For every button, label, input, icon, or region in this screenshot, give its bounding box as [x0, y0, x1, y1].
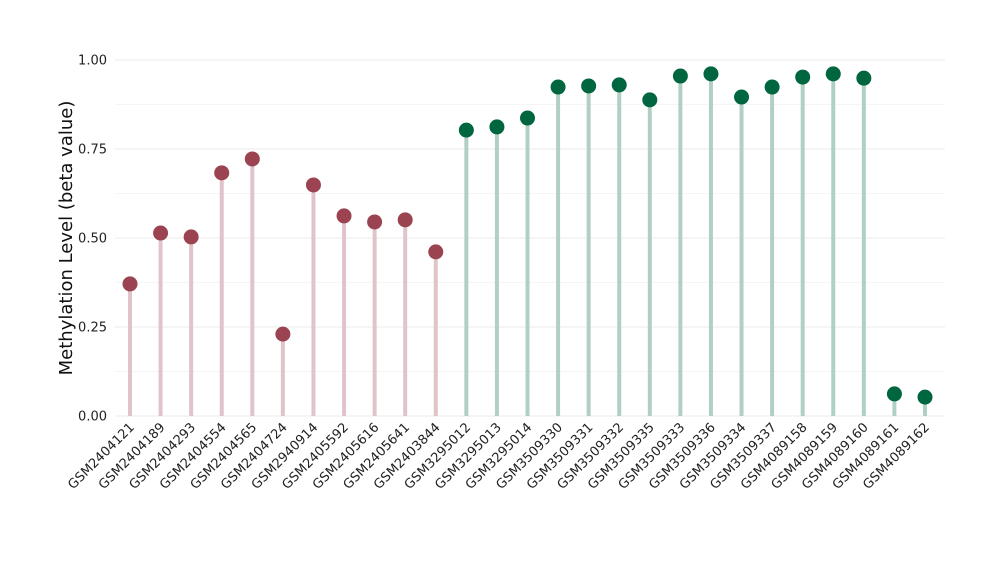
lollipop-point [214, 165, 230, 181]
lollipop-point [183, 229, 199, 245]
lollipop-point [642, 92, 658, 108]
lollipop-point [825, 66, 841, 82]
lollipop-point [734, 89, 750, 105]
lollipop-point [153, 225, 169, 241]
y-tick-label: 0.75 [78, 143, 107, 158]
lollipop-point [244, 151, 260, 167]
lollipop-point [367, 214, 383, 230]
y-tick-label: 0.50 [78, 232, 107, 247]
lollipop-point [305, 177, 321, 193]
lollipop-point [122, 276, 138, 292]
lollipop-point [917, 389, 933, 405]
data-marks [122, 66, 933, 416]
lollipop-point [611, 77, 627, 93]
y-tick-label: 1.00 [78, 54, 107, 69]
lollipop-point [856, 70, 872, 86]
lollipop-point [458, 122, 474, 138]
lollipop-point [336, 208, 352, 224]
lollipop-point [489, 119, 505, 135]
lollipop-point [550, 79, 566, 95]
lollipop-point [672, 68, 688, 84]
lollipop-point [703, 66, 719, 82]
lollipop-point [397, 212, 413, 228]
y-axis-ticks: 0.00 0.25 0.50 0.75 1.00 [78, 54, 107, 425]
lollipop-point [764, 79, 780, 95]
y-axis-label: Methylation Level (beta value) [56, 101, 77, 376]
lollipop-point [520, 110, 535, 126]
x-axis-ticks: GSM2404121GSM2404189GSM2404293GSM2404554… [65, 420, 932, 492]
lollipop-point [795, 69, 811, 85]
y-tick-label: 0.00 [78, 410, 107, 425]
y-tick-label: 0.25 [78, 321, 107, 336]
lollipop-point [581, 78, 597, 94]
lollipop-point [428, 244, 444, 260]
lollipop-point [886, 386, 902, 402]
lollipop-point [275, 326, 291, 342]
